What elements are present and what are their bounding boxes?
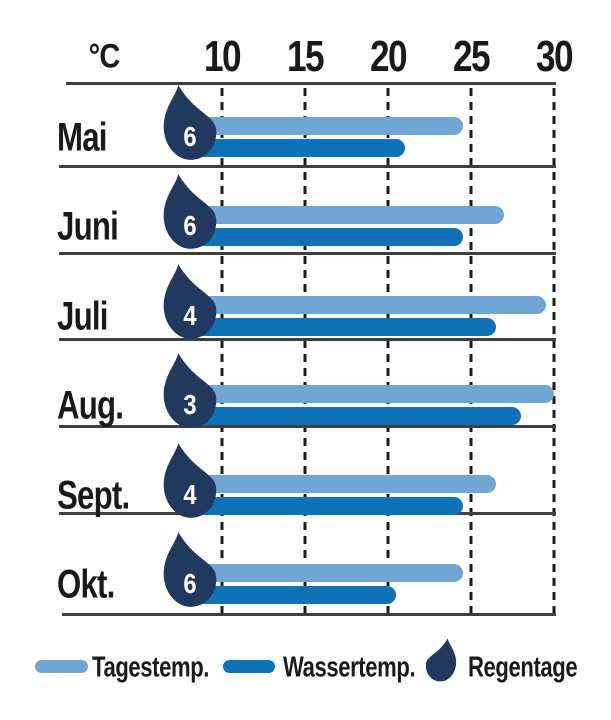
raindrop-icon [163, 85, 217, 160]
rain-days-count: 6 [183, 568, 197, 599]
rain-days-count: 3 [183, 389, 197, 420]
water-temp-bar [193, 497, 463, 515]
tick-label: 30 [536, 32, 574, 81]
row-separator [59, 337, 556, 341]
tick-label: 25 [453, 32, 491, 81]
month-label: Okt. [57, 562, 115, 607]
gridline [469, 88, 473, 615]
row-separator [59, 424, 556, 428]
day-temp-bar [193, 296, 546, 314]
raindrop-icon [163, 264, 217, 339]
raindrop-icon [425, 638, 457, 682]
tick-label: 20 [370, 32, 408, 81]
day-temp-bar [193, 385, 554, 403]
water-temp-bar [193, 586, 397, 604]
legend-rain-days-label: Regentage [468, 651, 578, 684]
month-label: Juli [57, 294, 108, 339]
day-temp-bar [193, 475, 496, 493]
legend-day-temp-label: Tagestemp. [92, 651, 210, 684]
legend-day-temp-swatch [35, 660, 88, 673]
rain-days-count: 4 [183, 300, 197, 331]
axis-bottom-line [62, 613, 556, 616]
tick-label: 15 [287, 32, 325, 81]
rain-days-count: 4 [183, 479, 197, 510]
axis-unit-label: °C [88, 37, 121, 76]
raindrop-icon [163, 353, 217, 428]
month-label: Sept. [57, 473, 130, 518]
day-temp-bar [193, 117, 463, 135]
tick-label: 10 [204, 32, 242, 81]
raindrop-icon [163, 532, 217, 607]
row-separator [59, 251, 556, 255]
axis-top-line [66, 82, 556, 85]
rain-days-count: 6 [183, 210, 197, 241]
gridline [220, 88, 224, 615]
gridline [552, 88, 556, 615]
legend-water-temp-swatch [223, 660, 275, 673]
month-label: Juni [57, 204, 119, 249]
water-temp-bar [193, 139, 405, 157]
rain-days-count: 6 [183, 121, 197, 152]
month-label: Aug. [57, 383, 124, 428]
water-temp-bar [193, 407, 521, 425]
day-temp-bar [193, 564, 463, 582]
water-temp-bar [193, 318, 496, 336]
gridline [386, 88, 390, 615]
gridline [303, 88, 307, 615]
raindrop-icon [163, 443, 217, 518]
legend-water-temp-label: Wassertemp. [283, 651, 416, 684]
month-label: Mai [57, 115, 107, 160]
raindrop-icon [163, 174, 217, 249]
row-separator [59, 164, 556, 168]
day-temp-bar [193, 206, 505, 224]
water-temp-bar [193, 228, 463, 246]
